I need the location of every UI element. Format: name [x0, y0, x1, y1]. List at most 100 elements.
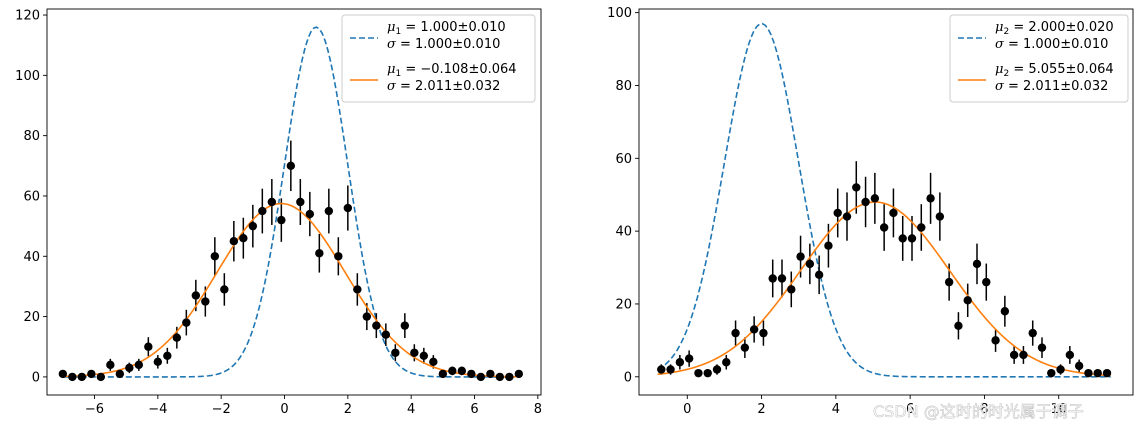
data-point [277, 215, 286, 225]
data-point [944, 277, 954, 287]
data-point [77, 372, 87, 382]
data-point [296, 197, 305, 207]
y-tick-label: 20 [23, 310, 40, 325]
mu-value: = 2.000±0.020 [1009, 20, 1113, 35]
data-point [106, 360, 115, 370]
legend-box [341, 14, 536, 103]
data-point [1028, 328, 1037, 338]
sigma-value: = 2.011±0.032 [396, 79, 500, 94]
data-point [343, 203, 353, 213]
mu-subscript: 2 [1003, 69, 1009, 79]
data-point [787, 285, 796, 294]
data-point [963, 296, 972, 305]
data-point [814, 270, 824, 280]
data-point [731, 328, 740, 338]
data-point [982, 277, 991, 287]
x-tick-label: 0 [683, 402, 691, 417]
data-point [514, 369, 524, 379]
data-point [1102, 368, 1112, 378]
plot-frame [46, 8, 542, 396]
mu-symbol: μ [387, 20, 395, 35]
legend-sigma-label: σ = 2.011±0.032 [387, 79, 500, 94]
y-tick-label: 60 [23, 189, 40, 204]
data-point [410, 348, 419, 357]
data-point [457, 366, 467, 376]
data-point [675, 358, 685, 367]
x-tick-label: −4 [148, 402, 167, 417]
data-point [889, 208, 898, 218]
legend-sigma-label: σ = 1.000±0.010 [995, 37, 1108, 52]
data-point [353, 285, 362, 294]
data-point [248, 221, 258, 231]
data-point [740, 343, 750, 352]
x-tick-label: 4 [832, 402, 840, 417]
x-tick-label: 10 [1050, 402, 1067, 417]
x-tick-label: 6 [906, 402, 914, 417]
data-point [419, 351, 429, 360]
legend-sigma-label: σ = 1.000±0.010 [387, 37, 500, 52]
x-tick-label: 6 [470, 402, 478, 417]
data-point [1084, 368, 1093, 378]
mu-subscript: 1 [395, 27, 401, 37]
x-tick-label: −6 [85, 402, 104, 417]
data-point [68, 372, 77, 382]
data-point [703, 368, 712, 378]
data-point [907, 234, 917, 243]
data-point [163, 351, 172, 360]
x-tick-label: −2 [212, 402, 231, 417]
data-point [972, 259, 982, 269]
data-point [712, 365, 722, 374]
x-tick-label: 8 [980, 402, 988, 417]
data-point [96, 372, 106, 382]
y-tick-label: 120 [15, 9, 40, 24]
data-point [305, 209, 315, 219]
data-point [201, 297, 210, 306]
data-point [842, 212, 852, 221]
data-point [954, 321, 963, 331]
data-point [805, 259, 815, 269]
mu-subscript: 1 [395, 69, 401, 79]
data-point [749, 325, 759, 334]
data-point [1009, 350, 1019, 360]
data-point [220, 285, 229, 294]
data-point [684, 354, 694, 363]
y-tick-label: 100 [15, 69, 40, 84]
data-point [852, 183, 861, 192]
sigma-symbol: σ [995, 79, 1005, 94]
data-point [381, 330, 391, 339]
mu-value: = 1.000±0.010 [401, 20, 505, 35]
data-point [286, 161, 296, 171]
sigma-symbol: σ [387, 79, 397, 94]
data-point [324, 206, 334, 216]
legend-mu-label: μ2 = 5.055±0.064 [995, 62, 1114, 79]
data-point [144, 342, 153, 351]
mu-symbol: μ [387, 62, 395, 77]
data-point [824, 241, 833, 250]
mu-value: = −0.108±0.064 [401, 62, 516, 77]
data-point [796, 252, 805, 261]
data-point [58, 369, 68, 379]
y-tick-label: 40 [615, 225, 632, 240]
y-tick-label: 0 [32, 370, 40, 385]
data-point [258, 206, 267, 216]
data-point [362, 312, 372, 321]
data-point [115, 369, 125, 379]
data-point [935, 212, 945, 221]
y-tick-label: 20 [615, 297, 632, 312]
data-point [861, 197, 870, 207]
data-point [239, 233, 248, 243]
data-point [267, 197, 277, 207]
y-tick-label: 60 [615, 152, 632, 167]
x-tick-label: 0 [280, 402, 288, 417]
sigma-value: = 1.000±0.010 [1004, 37, 1108, 52]
data-point [917, 223, 926, 232]
data-point [495, 372, 505, 382]
data-point [372, 321, 381, 330]
x-tick-label: 4 [407, 402, 415, 417]
data-point [722, 358, 731, 367]
data-point [898, 234, 907, 243]
